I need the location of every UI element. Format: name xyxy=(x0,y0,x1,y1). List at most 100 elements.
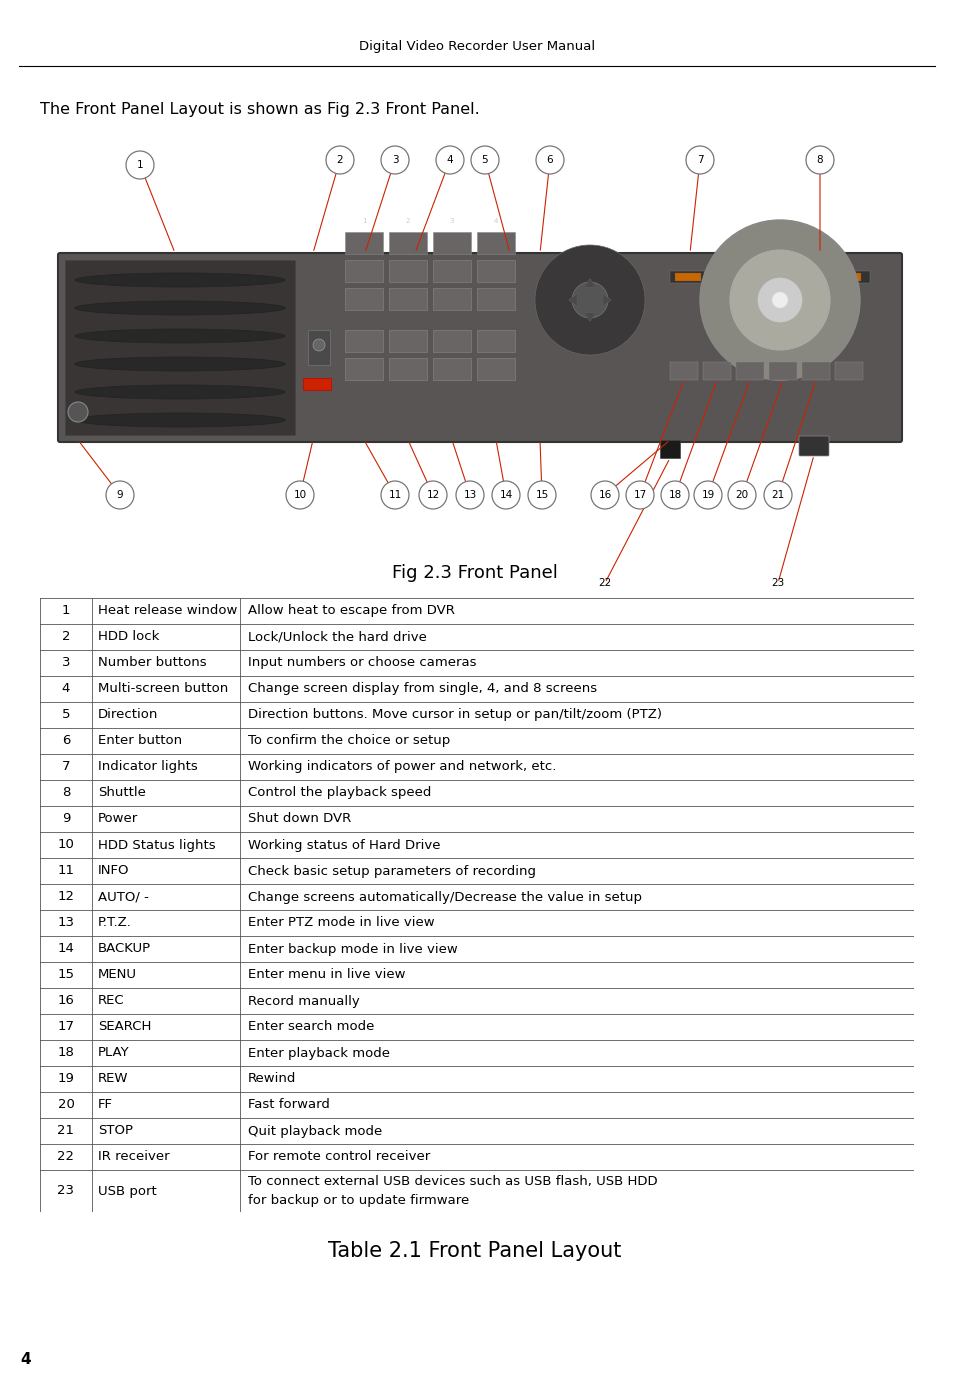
Text: 3: 3 xyxy=(392,155,398,165)
Text: USB port: USB port xyxy=(98,1184,156,1198)
Circle shape xyxy=(456,481,483,510)
Bar xyxy=(308,330,330,366)
Circle shape xyxy=(572,283,607,319)
Text: Change screen display from single, 4, and 8 screens: Change screen display from single, 4, an… xyxy=(248,683,597,695)
Bar xyxy=(433,233,471,253)
Bar xyxy=(433,357,471,379)
Circle shape xyxy=(471,145,498,175)
Text: Shut down DVR: Shut down DVR xyxy=(248,813,351,825)
Text: 2: 2 xyxy=(336,155,343,165)
Text: 12: 12 xyxy=(57,891,74,903)
Bar xyxy=(345,233,382,253)
Text: for backup or to update firmware: for backup or to update firmware xyxy=(248,1194,469,1208)
Circle shape xyxy=(693,481,721,510)
Text: Input numbers or choose cameras: Input numbers or choose cameras xyxy=(248,656,476,669)
Text: 18: 18 xyxy=(57,1047,74,1060)
Circle shape xyxy=(729,251,829,350)
Circle shape xyxy=(771,292,787,307)
Text: 8: 8 xyxy=(816,155,822,165)
Text: REC: REC xyxy=(98,994,125,1007)
Text: 17: 17 xyxy=(57,1021,74,1033)
Text: 9: 9 xyxy=(62,813,71,825)
Text: Enter PTZ mode in live view: Enter PTZ mode in live view xyxy=(248,917,435,929)
Ellipse shape xyxy=(75,273,285,287)
Text: 23: 23 xyxy=(771,578,783,589)
Text: 20: 20 xyxy=(57,1098,74,1112)
Text: To confirm the choice or setup: To confirm the choice or setup xyxy=(248,734,450,748)
Bar xyxy=(834,361,862,379)
Circle shape xyxy=(590,569,618,597)
Text: 18: 18 xyxy=(668,490,680,500)
Circle shape xyxy=(536,145,563,175)
Text: 1: 1 xyxy=(62,604,71,618)
Text: Rewind: Rewind xyxy=(248,1072,296,1086)
Text: 3: 3 xyxy=(62,656,71,669)
Text: 15: 15 xyxy=(57,968,74,982)
Bar xyxy=(345,260,382,283)
Bar xyxy=(389,233,427,253)
FancyArrow shape xyxy=(583,278,596,287)
Circle shape xyxy=(685,145,713,175)
Text: 13: 13 xyxy=(57,917,74,929)
Bar xyxy=(735,361,763,379)
Text: To connect external USB devices such as USB flash, USB HDD: To connect external USB devices such as … xyxy=(248,1174,657,1188)
Ellipse shape xyxy=(75,413,285,427)
Text: 3: 3 xyxy=(449,217,454,224)
Text: 21: 21 xyxy=(57,1125,74,1137)
Circle shape xyxy=(68,402,88,422)
Text: Fig 2.3 Front Panel: Fig 2.3 Front Panel xyxy=(392,564,558,582)
Text: 1: 1 xyxy=(136,161,143,170)
Text: Working status of Hard Drive: Working status of Hard Drive xyxy=(248,838,440,852)
Text: 9: 9 xyxy=(116,490,123,500)
Text: Working indicators of power and network, etc.: Working indicators of power and network,… xyxy=(248,760,556,773)
Bar xyxy=(706,273,732,281)
Text: Digital Video Recorder User Manual: Digital Video Recorder User Manual xyxy=(358,40,595,53)
Text: 10: 10 xyxy=(294,490,306,500)
Bar xyxy=(433,260,471,283)
Bar xyxy=(345,288,382,310)
Text: 14: 14 xyxy=(498,490,512,500)
Bar xyxy=(770,273,796,281)
Text: Indicator lights: Indicator lights xyxy=(98,760,197,773)
Bar xyxy=(801,361,829,379)
Bar xyxy=(834,273,861,281)
Text: 19: 19 xyxy=(700,490,714,500)
Text: 19: 19 xyxy=(57,1072,74,1086)
Text: Multi-screen button: Multi-screen button xyxy=(98,683,228,695)
Circle shape xyxy=(700,220,859,379)
Bar xyxy=(669,361,698,379)
Text: 23: 23 xyxy=(57,1184,74,1198)
Bar xyxy=(389,260,427,283)
Text: 13: 13 xyxy=(463,490,476,500)
Bar xyxy=(768,361,796,379)
Text: Check basic setup parameters of recording: Check basic setup parameters of recordin… xyxy=(248,864,536,878)
Text: Number buttons: Number buttons xyxy=(98,656,207,669)
Text: REW: REW xyxy=(98,1072,129,1086)
Text: Record manually: Record manually xyxy=(248,994,359,1007)
Text: SEARCH: SEARCH xyxy=(98,1021,152,1033)
Bar xyxy=(659,440,679,458)
Text: 21: 21 xyxy=(771,490,783,500)
Bar xyxy=(476,233,515,253)
Bar xyxy=(476,357,515,379)
Bar xyxy=(739,273,764,281)
Ellipse shape xyxy=(75,301,285,314)
Ellipse shape xyxy=(75,385,285,399)
Text: 16: 16 xyxy=(57,994,74,1007)
Text: 5: 5 xyxy=(62,709,71,722)
Circle shape xyxy=(590,481,618,510)
Text: HDD lock: HDD lock xyxy=(98,630,159,644)
Text: INFO: INFO xyxy=(98,864,130,878)
Circle shape xyxy=(286,481,314,510)
Circle shape xyxy=(106,481,133,510)
Text: 4: 4 xyxy=(20,1353,30,1367)
Text: 7: 7 xyxy=(62,760,71,773)
Circle shape xyxy=(436,145,463,175)
Bar xyxy=(345,357,382,379)
Circle shape xyxy=(535,245,644,355)
Text: Enter search mode: Enter search mode xyxy=(248,1021,374,1033)
Text: 1: 1 xyxy=(361,217,366,224)
Text: AUTO/ -: AUTO/ - xyxy=(98,891,149,903)
Circle shape xyxy=(380,481,409,510)
Circle shape xyxy=(758,278,801,321)
